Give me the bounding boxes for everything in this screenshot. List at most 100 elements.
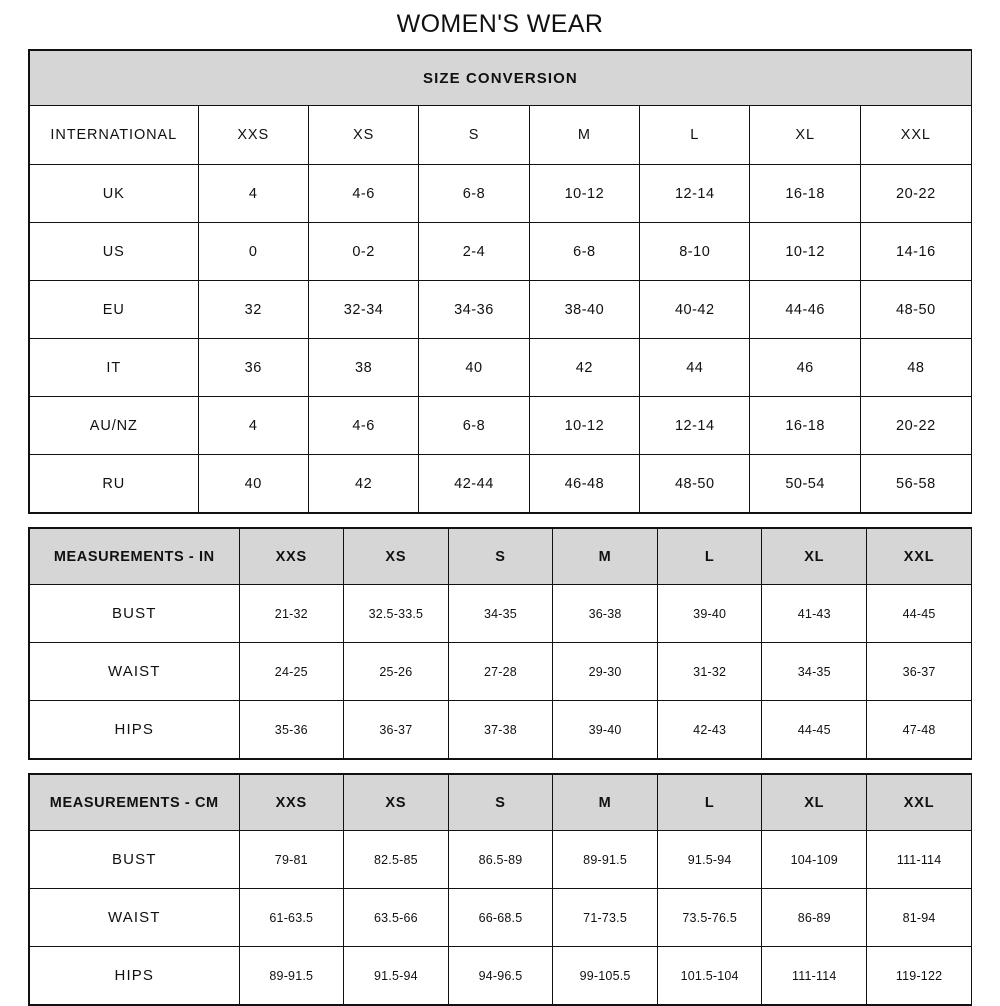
measurements-cm-header-row: MEASUREMENTS - CM XXS XS S M L XL XXL (30, 775, 972, 831)
cell-us-m: 6-8 (528, 222, 641, 281)
cell-cm-hips-xs: 91.5-94 (343, 946, 449, 1004)
cell-cm-bust-xl: 104-109 (761, 830, 868, 889)
table-row: WAIST 61-63.5 63.5-66 66-68.5 71-73.5 73.5-76… (30, 888, 972, 947)
cell-cm-bust-m: 89-91.5 (552, 830, 658, 889)
cell-in-waist-m: 29-30 (552, 642, 658, 701)
measurements-in-table-wrapper: MEASUREMENTS - IN XXS XS S M L XL XXL BUST 21-32 3… (28, 527, 972, 760)
row-label-au-nz: AU/NZ (30, 396, 199, 455)
column-header-xxl: XXL (859, 105, 971, 165)
row-label-ru: RU (30, 454, 199, 512)
cell-au-nz-l: 12-14 (639, 396, 751, 455)
row-label-eu: EU (30, 280, 199, 339)
column-header-in-s: S (447, 529, 554, 585)
cell-cm-bust-xxs: 79-81 (238, 830, 345, 889)
cell-uk-m: 10-12 (528, 164, 641, 223)
cell-in-waist-xxl: 36-37 (866, 642, 972, 701)
column-header-in-l: L (656, 529, 763, 585)
cell-in-bust-xl: 41-43 (761, 584, 868, 643)
cell-it-m: 42 (528, 338, 641, 397)
cell-eu-s: 34-36 (418, 280, 530, 339)
cell-uk-xxs: 4 (197, 164, 309, 223)
cell-in-hips-m: 39-40 (552, 700, 658, 758)
cell-it-xxl: 48 (859, 338, 971, 397)
column-header-in-xxs: XXS (238, 529, 345, 585)
cell-in-waist-xxs: 24-25 (238, 642, 345, 701)
column-header-in-xl: XL (761, 529, 868, 585)
cell-ru-xl: 50-54 (749, 454, 861, 512)
cell-cm-hips-m: 99-105.5 (552, 946, 658, 1004)
cell-au-nz-m: 10-12 (528, 396, 641, 455)
cell-it-xs: 38 (307, 338, 420, 397)
cell-au-nz-xs: 4-6 (307, 396, 420, 455)
column-header-cm-xs: XS (343, 775, 449, 831)
row-label-in-waist: WAIST (30, 642, 240, 701)
size-conversion-banner-row: SIZE CONVERSION (30, 51, 971, 106)
cell-cm-waist-xxl: 81-94 (866, 888, 972, 947)
cell-cm-bust-s: 86.5-89 (447, 830, 554, 889)
column-header-international: INTERNATIONAL (30, 105, 199, 165)
column-header-in-xs: XS (343, 529, 449, 585)
column-header-cm-xxl: XXL (866, 775, 972, 831)
column-header-xs: XS (307, 105, 420, 165)
column-header-m: M (528, 105, 641, 165)
cell-uk-s: 6-8 (418, 164, 530, 223)
column-header-cm-m: M (552, 775, 658, 831)
cell-cm-waist-xl: 86-89 (761, 888, 868, 947)
cell-cm-hips-l: 101.5-104 (656, 946, 763, 1004)
table-row: EU 32 32-34 34-36 38-40 40-42 44-46 48-50 (30, 280, 971, 339)
cell-au-nz-xl: 16-18 (749, 396, 861, 455)
cell-in-hips-xs: 36-37 (343, 700, 449, 758)
cell-us-xl: 10-12 (749, 222, 861, 281)
cell-us-s: 2-4 (418, 222, 530, 281)
cell-in-bust-l: 39-40 (656, 584, 763, 643)
cell-uk-l: 12-14 (639, 164, 751, 223)
cell-cm-waist-l: 73.5-76.5 (656, 888, 763, 947)
table-row: BUST 79-81 82.5-85 86.5-89 89-91.5 91.5-94 104… (30, 830, 972, 889)
row-label-us: US (30, 222, 199, 281)
cell-ru-l: 48-50 (639, 454, 751, 512)
cell-in-hips-xxl: 47-48 (866, 700, 972, 758)
table-row: WAIST 24-25 25-26 27-28 29-30 31-32 34-35 36-37 (30, 642, 972, 701)
cell-ru-xs: 42 (307, 454, 420, 512)
cell-uk-xl: 16-18 (749, 164, 861, 223)
cell-cm-bust-l: 91.5-94 (656, 830, 763, 889)
cell-cm-bust-xxl: 111-114 (866, 830, 972, 889)
table-row: HIPS 89-91.5 91.5-94 94-96.5 99-105.5 101.5-1… (30, 946, 972, 1004)
column-header-s: S (418, 105, 530, 165)
cell-cm-hips-s: 94-96.5 (447, 946, 554, 1004)
column-header-cm-l: L (656, 775, 763, 831)
cell-cm-waist-xxs: 61-63.5 (238, 888, 345, 947)
row-label-cm-waist: WAIST (30, 888, 240, 947)
cell-in-bust-s: 34-35 (447, 584, 554, 643)
table-row: BUST 21-32 32.5-33.5 34-35 36-38 39-40 41-43 44… (30, 584, 972, 643)
cell-in-bust-xs: 32.5-33.5 (343, 584, 449, 643)
cell-cm-waist-xs: 63.5-66 (343, 888, 449, 947)
cell-in-bust-xxl: 44-45 (866, 584, 972, 643)
cell-eu-xxl: 48-50 (859, 280, 971, 339)
cell-in-waist-xs: 25-26 (343, 642, 449, 701)
row-label-in-hips: HIPS (30, 700, 240, 758)
cell-eu-xl: 44-46 (749, 280, 861, 339)
table-row: HIPS 35-36 36-37 37-38 39-40 42-43 44-45 47-48 (30, 700, 972, 758)
cell-au-nz-s: 6-8 (418, 396, 530, 455)
cell-us-xs: 0-2 (307, 222, 420, 281)
cell-in-waist-s: 27-28 (447, 642, 554, 701)
cell-uk-xs: 4-6 (307, 164, 420, 223)
cell-cm-hips-xxs: 89-91.5 (238, 946, 345, 1004)
table-row: AU/NZ 4 4-6 6-8 10-12 12-14 16-18 20-22 (30, 396, 971, 455)
column-header-cm-s: S (447, 775, 554, 831)
size-conversion-header-row: INTERNATIONAL XXS XS S M L XL XXL (30, 105, 971, 165)
cell-ru-s: 42-44 (418, 454, 530, 512)
row-label-cm-bust: BUST (30, 830, 240, 889)
cell-it-xl: 46 (749, 338, 861, 397)
measurements-cm-table-wrapper: MEASUREMENTS - CM XXS XS S M L XL XXL BUST 79-81 8… (28, 773, 972, 1006)
cell-it-s: 40 (418, 338, 530, 397)
table-row: IT 36 38 40 42 44 46 48 (30, 338, 971, 397)
cell-in-bust-xxs: 21-32 (238, 584, 345, 643)
cell-cm-hips-xl: 111-114 (761, 946, 868, 1004)
cell-us-xxl: 14-16 (859, 222, 971, 281)
cell-in-hips-xl: 44-45 (761, 700, 868, 758)
table-row: RU 40 42 42-44 46-48 48-50 50-54 56-58 (30, 454, 971, 512)
size-conversion-banner: SIZE CONVERSION (30, 51, 971, 106)
